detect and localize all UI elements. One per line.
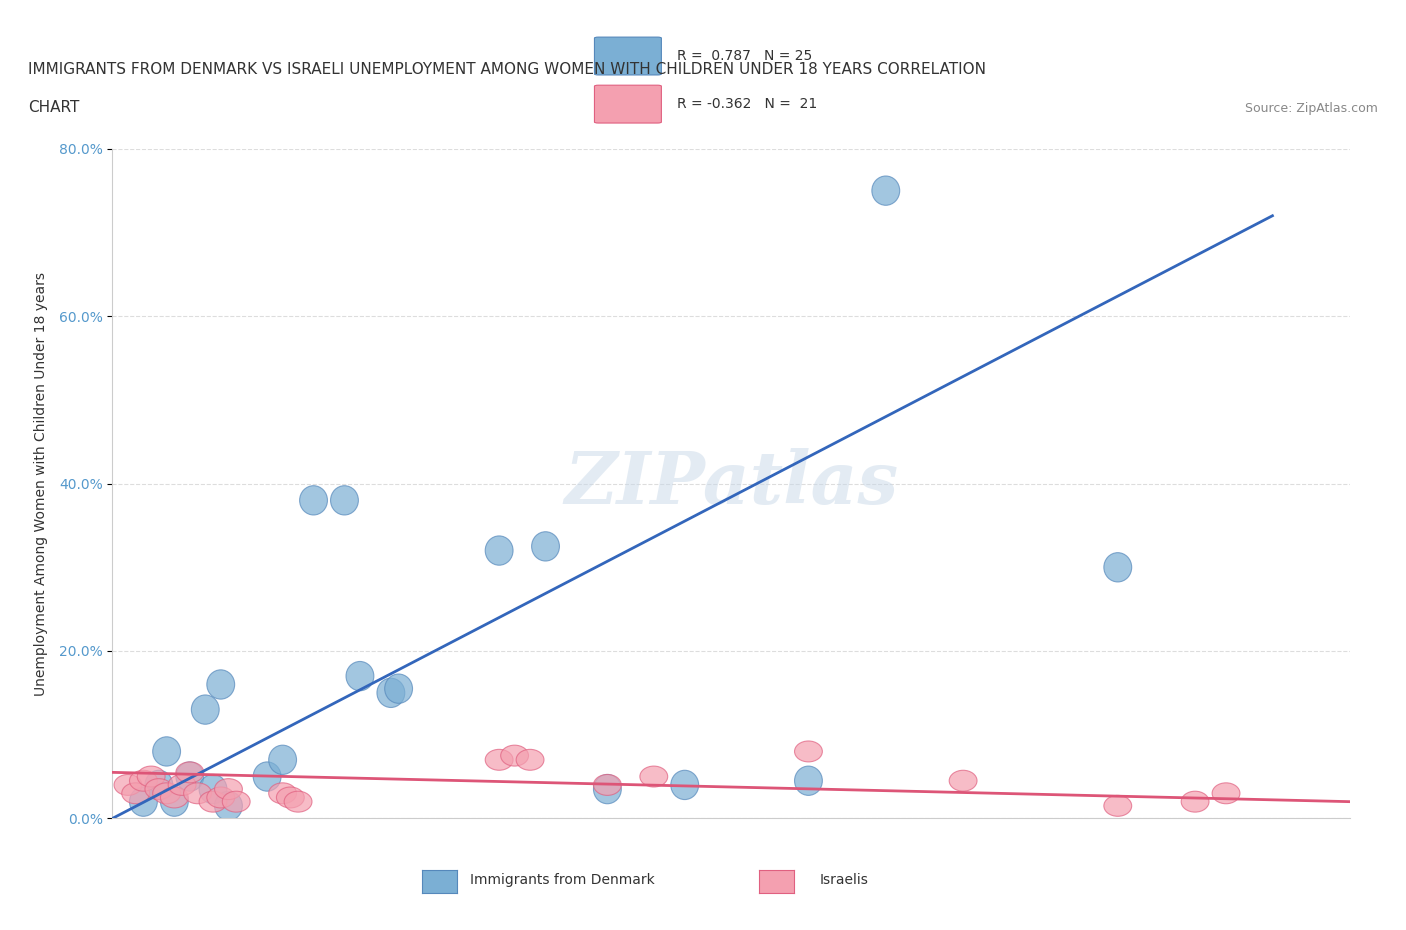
- Ellipse shape: [122, 783, 149, 804]
- Ellipse shape: [1181, 791, 1209, 812]
- Ellipse shape: [145, 770, 173, 800]
- Ellipse shape: [794, 766, 823, 795]
- Ellipse shape: [138, 766, 165, 787]
- Text: Israelis: Israelis: [820, 872, 868, 886]
- Ellipse shape: [169, 775, 195, 795]
- Text: Source: ZipAtlas.com: Source: ZipAtlas.com: [1244, 101, 1378, 114]
- Ellipse shape: [222, 791, 250, 812]
- Ellipse shape: [593, 775, 621, 804]
- Text: R =  0.787   N = 25: R = 0.787 N = 25: [678, 48, 813, 62]
- Ellipse shape: [501, 745, 529, 766]
- Ellipse shape: [253, 762, 281, 791]
- Ellipse shape: [385, 674, 412, 703]
- Text: R = -0.362   N =  21: R = -0.362 N = 21: [678, 97, 817, 111]
- Ellipse shape: [207, 670, 235, 699]
- Text: ZIPatlas: ZIPatlas: [564, 448, 898, 519]
- Ellipse shape: [593, 775, 621, 795]
- Ellipse shape: [200, 775, 226, 804]
- Ellipse shape: [269, 783, 297, 804]
- Ellipse shape: [485, 536, 513, 565]
- Ellipse shape: [176, 762, 204, 783]
- Ellipse shape: [207, 787, 235, 808]
- Ellipse shape: [145, 778, 173, 800]
- Ellipse shape: [1104, 552, 1132, 582]
- Ellipse shape: [114, 775, 142, 795]
- Ellipse shape: [872, 176, 900, 206]
- Ellipse shape: [129, 787, 157, 817]
- Ellipse shape: [153, 783, 180, 804]
- Ellipse shape: [949, 770, 977, 791]
- Ellipse shape: [516, 750, 544, 770]
- Ellipse shape: [200, 791, 226, 812]
- Ellipse shape: [346, 661, 374, 691]
- Ellipse shape: [485, 750, 513, 770]
- Ellipse shape: [794, 741, 823, 762]
- Ellipse shape: [184, 783, 211, 804]
- Text: Immigrants from Denmark: Immigrants from Denmark: [470, 872, 655, 886]
- Text: IMMIGRANTS FROM DENMARK VS ISRAELI UNEMPLOYMENT AMONG WOMEN WITH CHILDREN UNDER : IMMIGRANTS FROM DENMARK VS ISRAELI UNEMP…: [28, 62, 986, 77]
- Ellipse shape: [284, 791, 312, 812]
- Ellipse shape: [191, 695, 219, 724]
- Ellipse shape: [1212, 783, 1240, 804]
- Ellipse shape: [153, 737, 180, 766]
- Ellipse shape: [129, 770, 157, 791]
- Ellipse shape: [299, 485, 328, 515]
- Ellipse shape: [531, 532, 560, 561]
- FancyBboxPatch shape: [595, 86, 661, 123]
- Ellipse shape: [330, 485, 359, 515]
- Ellipse shape: [215, 791, 242, 820]
- Ellipse shape: [160, 787, 188, 808]
- Ellipse shape: [671, 770, 699, 800]
- Ellipse shape: [176, 762, 204, 791]
- Ellipse shape: [640, 766, 668, 787]
- Ellipse shape: [277, 787, 304, 808]
- FancyBboxPatch shape: [595, 37, 661, 75]
- Y-axis label: Unemployment Among Women with Children Under 18 years: Unemployment Among Women with Children U…: [34, 272, 48, 696]
- Ellipse shape: [269, 745, 297, 775]
- Ellipse shape: [377, 678, 405, 708]
- Ellipse shape: [215, 778, 242, 800]
- Text: CHART: CHART: [28, 100, 80, 114]
- Ellipse shape: [160, 787, 188, 817]
- Ellipse shape: [1104, 795, 1132, 817]
